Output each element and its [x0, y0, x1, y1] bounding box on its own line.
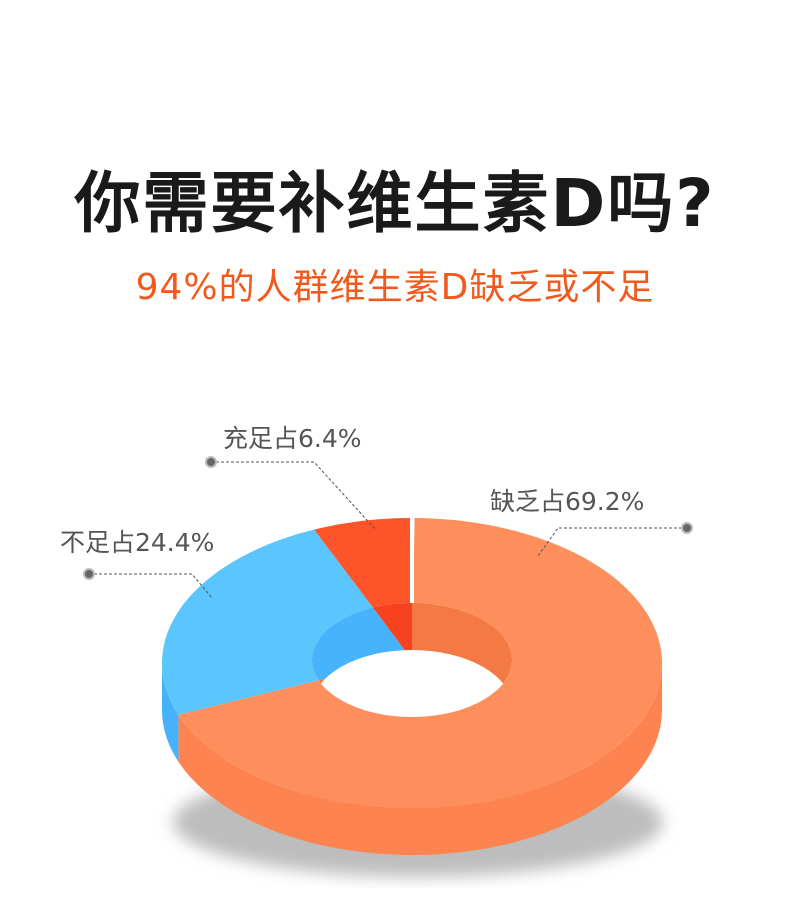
slice-label-0: 缺乏占69.2% — [490, 487, 644, 516]
page-subtitle: 94%的人群维生素D缺乏或不足 — [135, 267, 655, 308]
leader-dot-2 — [205, 456, 217, 468]
leader-dot-1 — [83, 568, 95, 580]
slice-side-0 — [178, 663, 662, 855]
slice-top-2[interactable] — [314, 518, 412, 608]
slice-side-1 — [162, 663, 179, 762]
leader-line-1 — [89, 573, 213, 599]
leader-dot-0 — [681, 522, 693, 534]
slice-top-0[interactable] — [178, 518, 662, 808]
page-title: 你需要补维生素D吗? — [74, 165, 716, 242]
slice-label-2: 充足占6.4% — [223, 424, 362, 453]
leader-line-0 — [537, 527, 687, 557]
donut-hole — [312, 650, 512, 717]
leader-line-2 — [211, 461, 377, 531]
slice-label-1: 不足占24.4% — [60, 528, 214, 557]
slice-inner-2 — [372, 603, 412, 660]
slice-top-1[interactable] — [162, 529, 373, 715]
